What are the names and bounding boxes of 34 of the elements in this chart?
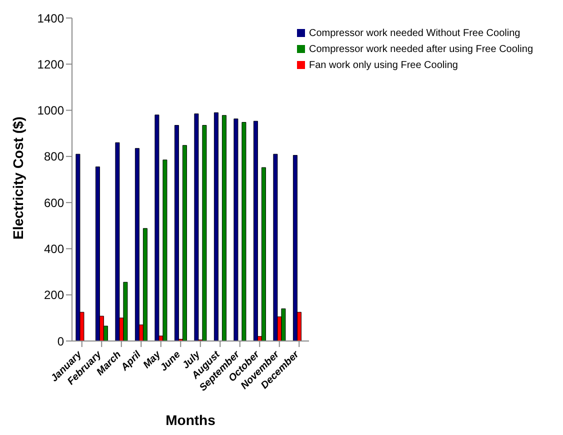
bar (76, 154, 80, 341)
bar (273, 154, 278, 341)
bar (142, 228, 148, 341)
y-tick-label: 400 (44, 242, 64, 256)
bar (194, 113, 199, 341)
y-tick-label: 200 (44, 288, 64, 302)
bar (281, 308, 286, 341)
bar (242, 122, 246, 341)
bar (261, 167, 266, 341)
legend-label: Fan work only using Free Cooling (309, 60, 458, 71)
y-tick-label: 1200 (37, 57, 64, 72)
bar (292, 155, 298, 341)
y-tick-label: 1000 (37, 104, 64, 118)
bar (154, 114, 160, 341)
bar (202, 125, 207, 341)
bar (222, 115, 226, 341)
bar (182, 145, 187, 341)
y-axis-title: Electricity Cost ($) (10, 116, 26, 240)
bar (95, 166, 100, 341)
bar (174, 125, 179, 341)
bar (214, 112, 218, 341)
legend-label: Compressor work needed Without Free Cooling (309, 28, 520, 39)
x-axis-title: Months (166, 412, 216, 428)
bar (115, 142, 120, 341)
bar (123, 282, 128, 341)
bar (162, 160, 168, 341)
bar (134, 148, 140, 341)
y-tick-label: 600 (44, 196, 64, 210)
legend-label: Compressor work needed after using Free Cooling (309, 44, 533, 55)
bar (253, 120, 258, 341)
y-tick-label: 1400 (37, 11, 64, 26)
y-tick-label: 800 (44, 150, 64, 164)
bar (234, 118, 238, 341)
y-tick-label: 0 (57, 334, 64, 348)
